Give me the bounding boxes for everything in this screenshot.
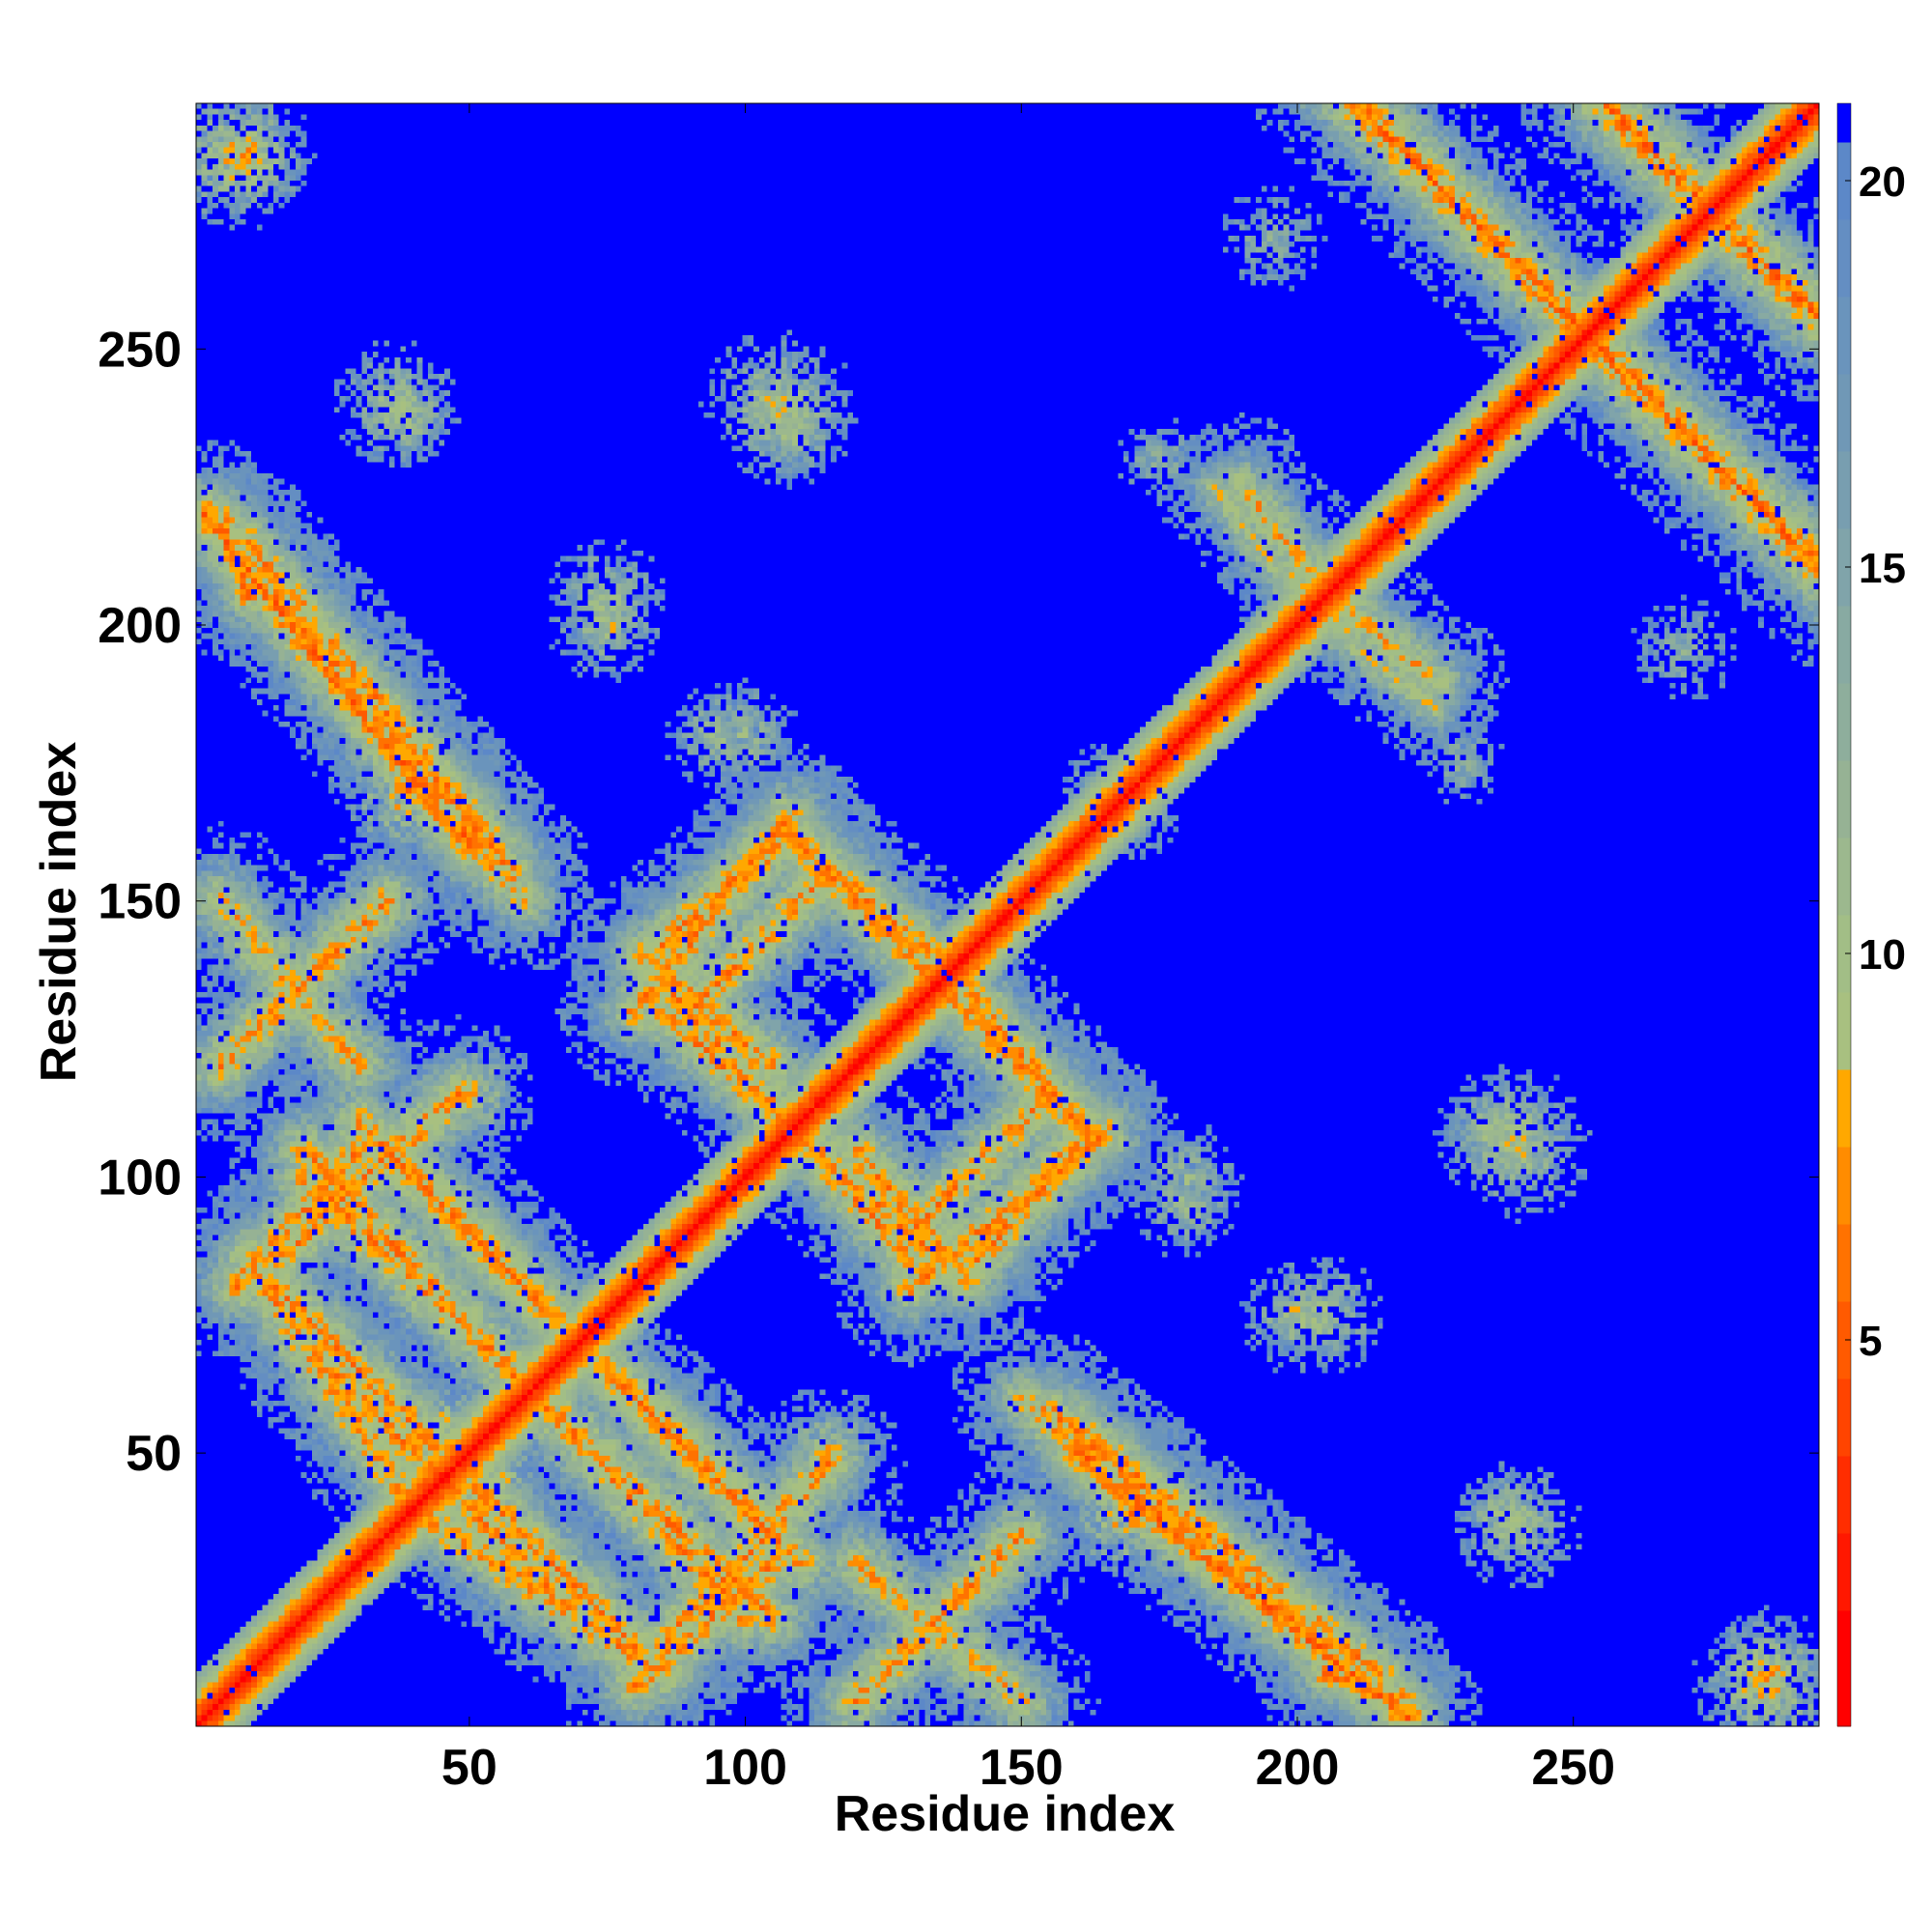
x-tick-label: 100 [703, 1740, 787, 1796]
x-tick-label: 200 [1256, 1740, 1340, 1796]
colorbar-level [1837, 1378, 1851, 1457]
heatmap-cells [196, 103, 1819, 1726]
colorbar-level [1837, 1533, 1851, 1611]
y-tick-label: 200 [98, 598, 182, 654]
colorbar-level [1837, 992, 1851, 1070]
colorbar-level [1837, 103, 1851, 143]
y-tick-label: 250 [98, 322, 182, 378]
colorbar-level [1837, 1301, 1851, 1379]
colorbar-tick-label: 10 [1859, 931, 1906, 979]
colorbar-level [1837, 1147, 1851, 1225]
x-tick-label: 150 [980, 1740, 1064, 1796]
colorbar-level [1837, 1456, 1851, 1534]
colorbar-level [1837, 297, 1851, 375]
colorbar-tick-label: 20 [1859, 158, 1906, 206]
x-axis-ticks: 50 100 150 200 250 [441, 103, 1615, 1796]
colorbar-level [1837, 760, 1851, 838]
colorbar-tick-label: 5 [1859, 1318, 1882, 1365]
x-tick-label: 50 [441, 1740, 497, 1796]
x-tick-label: 250 [1531, 1740, 1615, 1796]
colorbar-level [1837, 1224, 1851, 1302]
colorbar-level [1837, 142, 1851, 220]
colorbar-level [1837, 374, 1851, 452]
plot-frame [195, 102, 1820, 1727]
colorbar-level [1837, 606, 1851, 684]
y-tick-label: 150 [98, 874, 182, 930]
colorbar-level [1837, 838, 1851, 916]
colorbar-level [1837, 1610, 1851, 1727]
colorbar-level [1837, 451, 1851, 529]
y-tick-label: 100 [98, 1150, 182, 1206]
colorbar-tick-label: 15 [1859, 545, 1906, 592]
y-axis-label: Residue index [31, 742, 87, 1083]
x-axis-label: Residue index [835, 1786, 1176, 1842]
y-axis-ticks: 50 100 150 200 250 [98, 322, 1819, 1482]
colorbar-level [1837, 915, 1851, 993]
colorbar-level [1837, 219, 1851, 298]
colorbar-level [1837, 528, 1851, 607]
plot-border [195, 102, 1820, 1727]
colorbar-border [1836, 102, 1852, 1727]
y-tick-label: 50 [126, 1426, 182, 1482]
colorbar-level [1837, 1069, 1851, 1148]
colorbar-level [1837, 683, 1851, 761]
heatmap [196, 103, 1819, 1726]
colorbar: 5 10 15 20 [1836, 102, 1906, 1727]
